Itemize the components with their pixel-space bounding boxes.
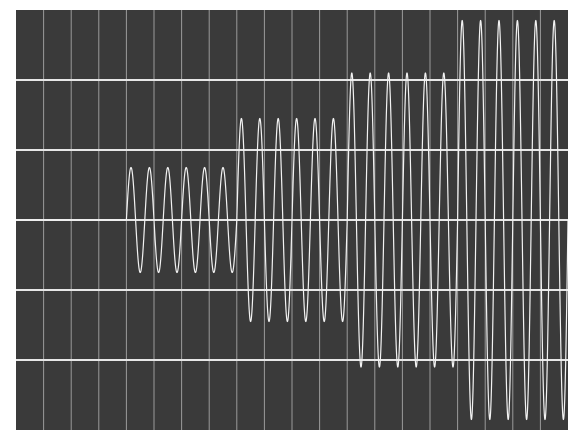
- waveform-trace: [16, 19, 568, 421]
- trace-layer: [16, 19, 568, 421]
